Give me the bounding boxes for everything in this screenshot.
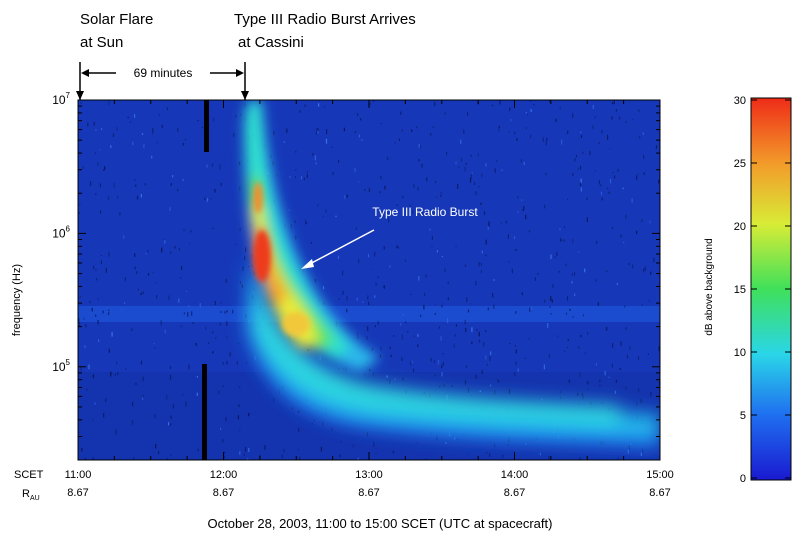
colorbar-axis: 0 5 10 15 20 25 30: [734, 95, 791, 485]
colorbar-tick-label: 20: [734, 221, 746, 233]
x-tick-label: 11:00: [65, 469, 92, 481]
y-tick-label-exponent: 6: [66, 224, 71, 233]
interference-band: [78, 306, 660, 322]
colorbar: [751, 98, 791, 480]
r-value-label: 8.67: [358, 487, 379, 499]
rau-row-label-main: R: [22, 488, 30, 500]
y-tick-label: 105: [52, 358, 70, 374]
y-tick-label-exponent: 7: [66, 91, 71, 100]
burst-tail: [246, 250, 660, 448]
burst-label: Type III Radio Burst: [372, 205, 478, 219]
colorbar-tick-label: 0: [740, 473, 746, 485]
r-value-label: 8.67: [67, 487, 88, 499]
data-dropouts: [202, 100, 209, 460]
delay-arrow-right: [236, 69, 244, 77]
r-value-label: 8.67: [504, 487, 525, 499]
colorbar-tick-label: 25: [734, 158, 746, 170]
y-tick-label-base: 10: [52, 360, 66, 374]
x-axis-label: October 28, 2003, 11:00 to 15:00 SCET (U…: [208, 516, 553, 531]
rau-row-label-sub: AU: [30, 495, 40, 502]
burst-pointer-line: [305, 229, 375, 267]
x-tick-label: 12:00: [210, 469, 238, 481]
colorbar-tick-label: 10: [734, 347, 746, 359]
arrival-annotation-line1: Type III Radio Burst Arrives: [234, 11, 416, 28]
r-value-label: 8.67: [213, 487, 234, 499]
x-tick-label: 14:00: [501, 469, 529, 481]
r-value-label: 8.67: [649, 487, 670, 499]
colorbar-label: dB above background: [704, 238, 715, 335]
delay-label: 69 minutes: [134, 66, 193, 80]
scet-row-label: SCET: [14, 469, 44, 481]
delay-arrow-left: [81, 69, 89, 77]
spectrogram-plot: [78, 100, 660, 460]
burst-peak: [253, 182, 310, 336]
y-tick-label-base: 10: [52, 226, 66, 240]
rau-row-label: RAU: [22, 488, 40, 502]
y-tick-label-exponent: 5: [66, 358, 71, 367]
y-tick-label: 106: [52, 224, 70, 240]
arrival-time-marker: [241, 91, 249, 100]
x-tick-label: 15:00: [646, 469, 674, 481]
colorbar-tick-label: 30: [734, 95, 746, 107]
colorbar-tick-label: 15: [734, 284, 746, 296]
flare-annotation-line1: Solar Flare: [80, 11, 153, 28]
burst-pointer-head: [301, 259, 314, 269]
arrival-annotation-line2: at Cassini: [238, 34, 304, 51]
y-tick-label-base: 10: [52, 93, 66, 107]
colorbar-tick-label: 5: [740, 410, 746, 422]
y-axis-label: frequency (Hz): [11, 264, 23, 336]
flare-time-marker: [76, 91, 84, 100]
y-tick-label: 107: [52, 91, 70, 107]
x-tick-label: 13:00: [355, 469, 383, 481]
x-axis: 11:00 8.67 12:00 8.67 13:00 8.67 14:00 8.67 15:0…: [65, 100, 674, 499]
flare-annotation-line2: at Sun: [80, 34, 123, 51]
